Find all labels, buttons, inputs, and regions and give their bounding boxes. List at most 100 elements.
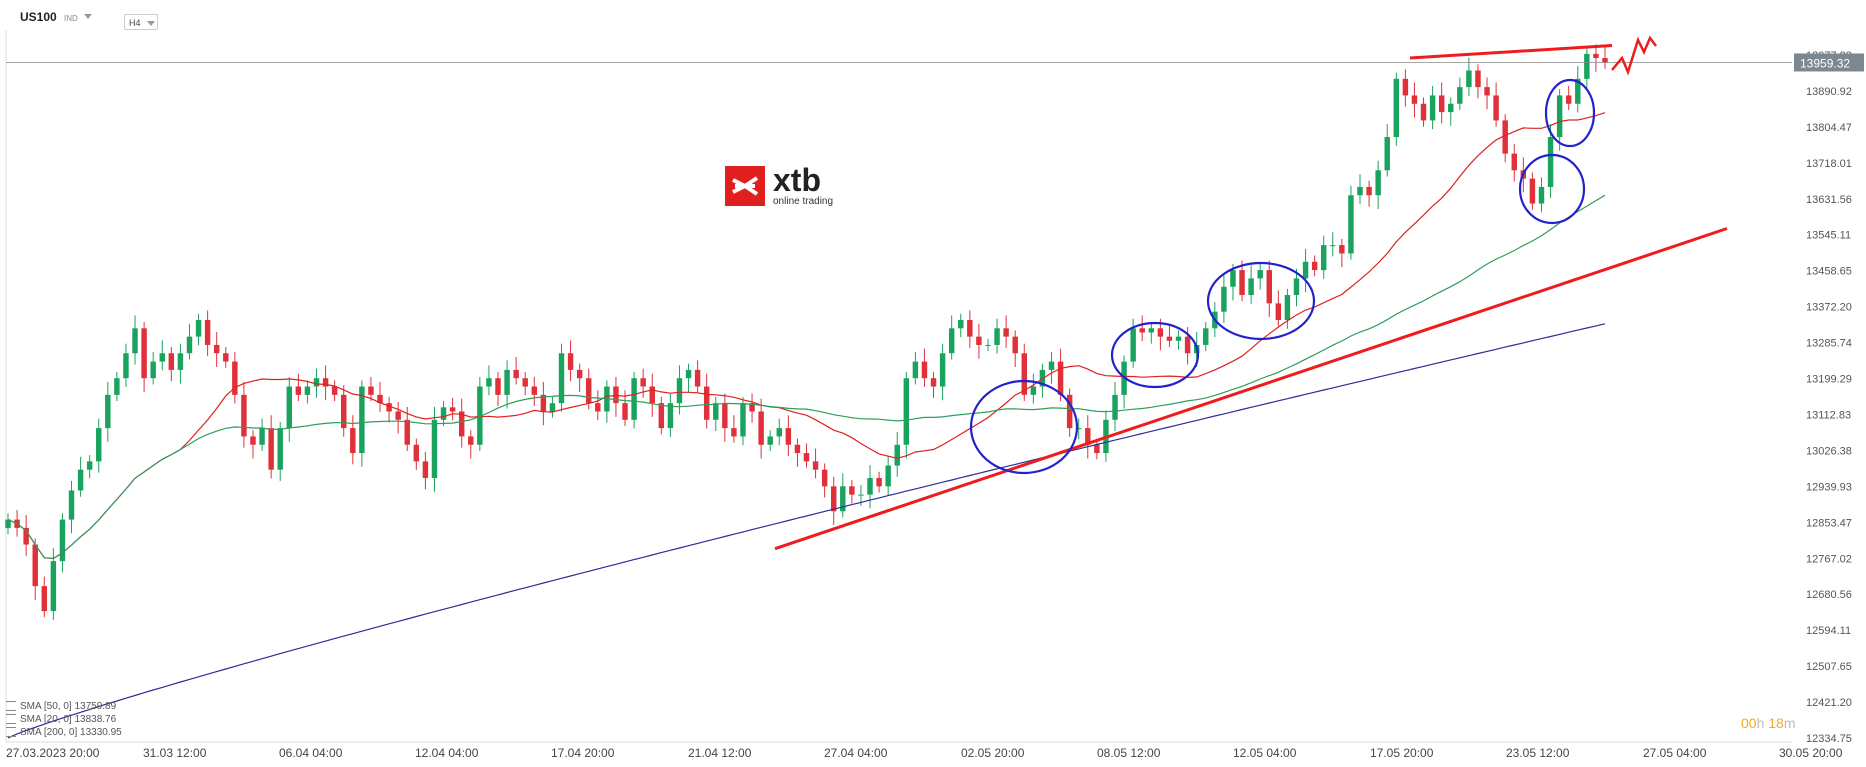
y-tick-label: 13112.83 (1806, 409, 1851, 421)
candle-body (658, 403, 665, 429)
candle-body (313, 378, 320, 387)
candle-body (204, 319, 211, 345)
candle-body (1157, 328, 1164, 337)
candle-body (531, 386, 538, 395)
candle-body (1284, 295, 1291, 320)
candle-body (749, 403, 755, 412)
candle-body (422, 461, 429, 479)
candle-body (1094, 444, 1100, 454)
candle-body (1538, 186, 1545, 204)
x-tick-label: 23.05 12:00 (1506, 746, 1570, 760)
candle-body (1239, 270, 1245, 296)
candle-body (1511, 153, 1517, 171)
annotation-circle (969, 379, 1079, 475)
candle-body (413, 444, 420, 462)
candle-body (1139, 328, 1145, 333)
candle-body (1048, 361, 1055, 370)
legend-sma20[interactable]: SMA [20, 0] 13838.76 (6, 714, 116, 725)
candle-body (213, 344, 220, 354)
candle-body (277, 428, 283, 470)
candle-body (803, 453, 810, 462)
candle-body (622, 403, 628, 420)
resistance-trendline (1409, 44, 1613, 60)
annotation-circle (1518, 153, 1586, 225)
x-tick-label: 12.05 04:00 (1233, 746, 1297, 760)
current-price-label: 13959.32 (1800, 56, 1850, 70)
y-tick-label: 13718.01 (1806, 158, 1852, 170)
candle-body (241, 394, 247, 437)
candle-body (558, 353, 565, 404)
candle-body (586, 378, 592, 404)
sma200-line (7, 323, 1606, 739)
xtb-logo-mark (725, 166, 765, 206)
candle-body (1502, 120, 1508, 154)
annotation-circle (1206, 261, 1316, 341)
x-tick-label: 02.05 20:00 (961, 746, 1025, 760)
candle-body (767, 436, 773, 445)
candle-body (96, 428, 102, 462)
candle-countdown: 00h 18m (1741, 715, 1796, 731)
candle-body (449, 407, 456, 412)
annotation-circle (1110, 321, 1200, 389)
instrument-type-label: IND (64, 14, 78, 23)
y-tick-label: 12680.56 (1806, 589, 1852, 601)
candle-body (495, 378, 501, 395)
timeframe-selector[interactable]: H4 (124, 14, 158, 30)
candle-body (1030, 386, 1037, 395)
y-tick-label: 13890.92 (1806, 86, 1852, 98)
candle-body (1357, 186, 1363, 196)
candle-body (948, 328, 955, 354)
y-tick-label: 13199.29 (1806, 374, 1852, 386)
timer-minutes-unit: m (1783, 715, 1796, 731)
candle-body (994, 328, 1000, 345)
candle-body (114, 378, 120, 395)
candle-body (1230, 270, 1236, 287)
candle-body (295, 386, 302, 395)
candle-body (1457, 87, 1463, 104)
candle-body (341, 394, 347, 429)
candle-body (1184, 336, 1191, 354)
legend-sma200[interactable]: SMA [200, 0] 13330.95 (6, 727, 122, 738)
candle-body (458, 411, 465, 437)
candle-body (1012, 336, 1018, 354)
candle-body (331, 386, 338, 395)
candle-body (259, 428, 265, 445)
indicator-icon (6, 714, 16, 725)
candle-body (1339, 245, 1345, 254)
candle-body (150, 361, 156, 379)
candle-body (1248, 278, 1254, 296)
symbol-dropdown-chevron-icon[interactable] (84, 14, 92, 19)
candle-body (1448, 103, 1454, 113)
legend-sma50-label: SMA [50, 0] 13759.89 (20, 701, 117, 712)
candle-body (1330, 245, 1336, 247)
candle-body (159, 353, 165, 362)
projection-zigzag (1611, 35, 1657, 76)
candle-body (1493, 95, 1499, 121)
candle-body (1275, 303, 1282, 320)
candle-body (876, 478, 882, 487)
candle-body (885, 465, 891, 487)
candle-body (522, 378, 528, 387)
candle-body (694, 369, 701, 387)
candle-body (858, 494, 864, 496)
symbol-label[interactable]: US100 (20, 10, 57, 24)
candle-body (177, 353, 184, 370)
legend-sma50[interactable]: SMA [50, 0] 13759.89 (6, 701, 116, 712)
candle-body (1085, 428, 1091, 445)
timer-minutes: 18 (1768, 715, 1784, 731)
x-tick-label: 27.05 04:00 (1643, 746, 1707, 760)
x-tick-label: 17.04 20:00 (551, 746, 615, 760)
x-tick-label: 31.03 12:00 (143, 746, 207, 760)
candle-body (41, 586, 48, 612)
candle-body (1420, 103, 1427, 121)
candle-body (1075, 428, 1082, 430)
timer-hours-unit: h (1756, 715, 1765, 731)
candle-body (958, 319, 964, 329)
timer-hours: 00 (1741, 715, 1757, 731)
candle-body (386, 403, 392, 412)
y-tick-label: 13372.20 (1806, 302, 1852, 314)
candle-body (223, 353, 229, 362)
legend-sma200-label: SMA [200, 0] 13330.95 (20, 727, 122, 738)
candle-body (141, 328, 147, 379)
